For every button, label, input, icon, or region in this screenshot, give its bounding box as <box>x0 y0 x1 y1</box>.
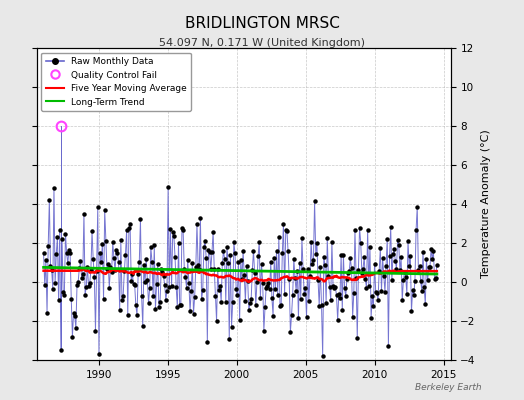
Text: BRIDLINGTON MRSC: BRIDLINGTON MRSC <box>184 16 340 31</box>
Legend: Raw Monthly Data, Quality Control Fail, Five Year Moving Average, Long-Term Tren: Raw Monthly Data, Quality Control Fail, … <box>41 52 191 111</box>
Text: 54.097 N, 0.171 W (United Kingdom): 54.097 N, 0.171 W (United Kingdom) <box>159 38 365 48</box>
Y-axis label: Temperature Anomaly (°C): Temperature Anomaly (°C) <box>481 130 492 278</box>
Text: Berkeley Earth: Berkeley Earth <box>416 383 482 392</box>
